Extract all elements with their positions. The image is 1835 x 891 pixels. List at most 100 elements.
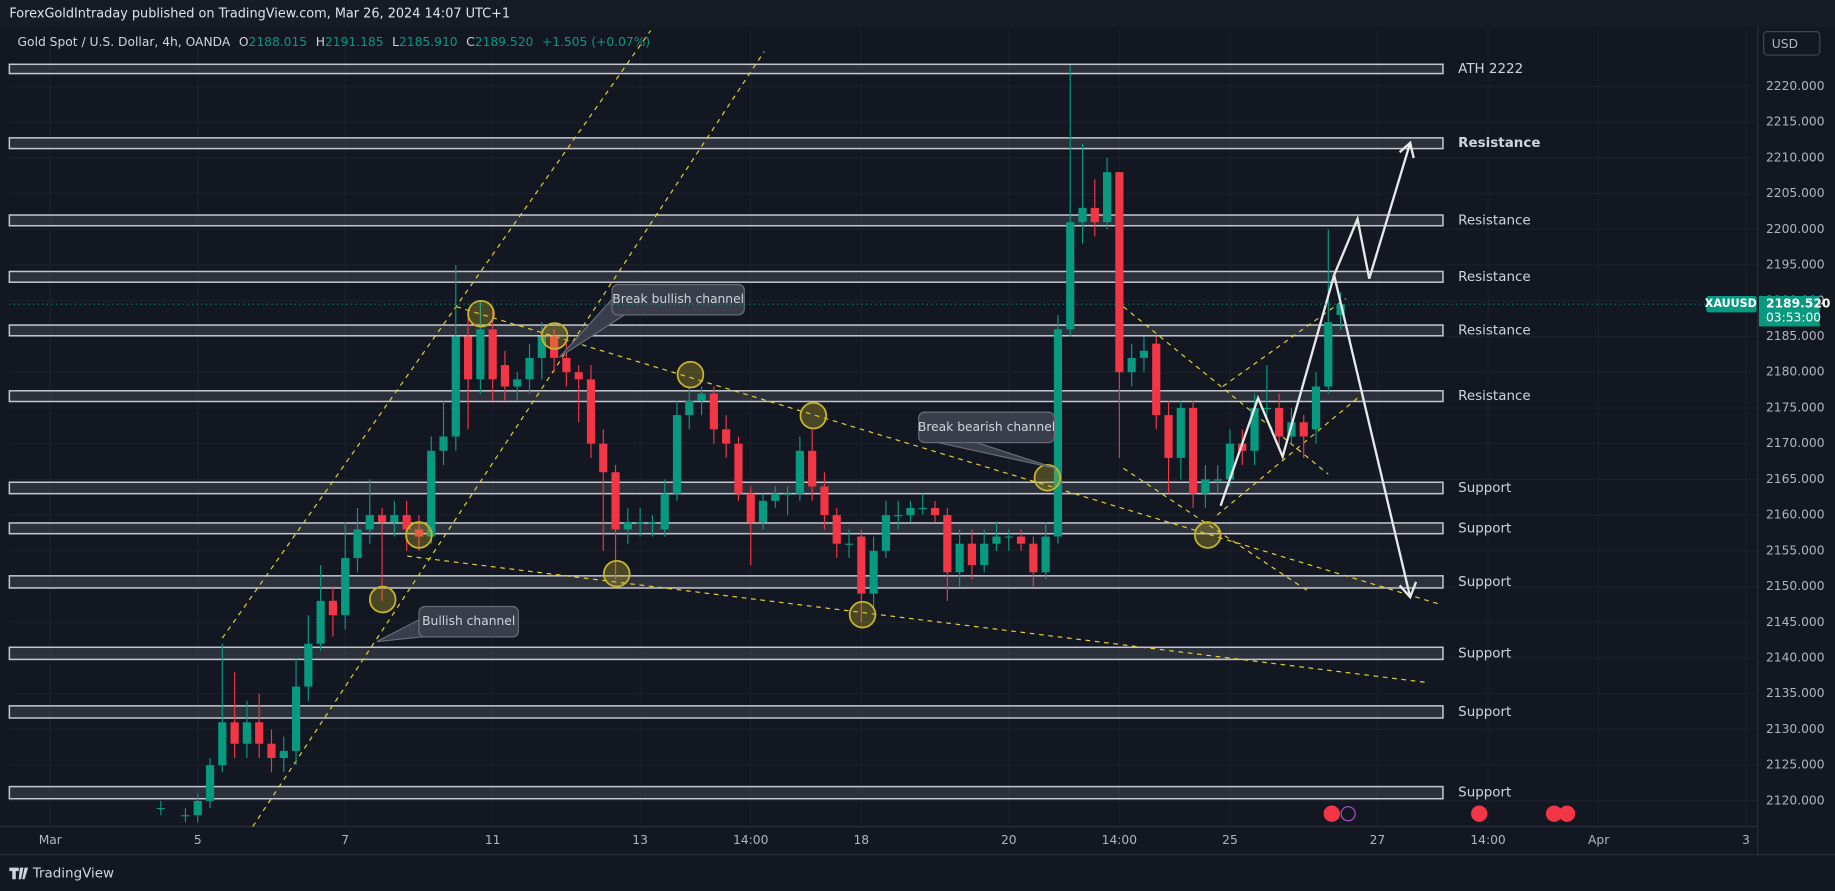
brand-logo (9, 867, 29, 880)
candle-body (1201, 479, 1210, 494)
callout-box (918, 411, 1056, 444)
candle-body (636, 522, 645, 524)
level-label: Resistance (1458, 323, 1530, 338)
symbol-tag (1706, 295, 1757, 313)
event-icons (1323, 805, 1576, 822)
candle-body (291, 686, 301, 751)
x-tick-label: 11 (485, 833, 501, 847)
candle-body (992, 536, 1001, 544)
level-zone (8, 575, 1444, 589)
projection-arrows (1219, 140, 1418, 600)
y-tick-label: 2210.000 (1766, 150, 1825, 164)
candle-body (930, 507, 940, 516)
x-tick-label: 13 (632, 833, 648, 847)
candle-body (1139, 350, 1149, 358)
candle-body (906, 507, 915, 516)
candle-body (525, 357, 534, 380)
y-tick-label: 2150.000 (1766, 579, 1825, 593)
callout-text: Break bullish channel (612, 292, 744, 306)
level-zone (8, 137, 1444, 150)
candle-body (1004, 536, 1013, 538)
legend-value: 2185.910 (399, 35, 458, 49)
y-tick-label: 2135.000 (1766, 686, 1825, 700)
legend-value: 2189.520 (475, 35, 534, 49)
candle-body (513, 379, 522, 387)
candle-body (476, 329, 485, 380)
candle-body (377, 515, 387, 523)
level-zone (8, 481, 1444, 495)
y-tick-label: 2185.000 (1766, 329, 1825, 343)
candle-body (955, 543, 964, 573)
candle-body (537, 336, 546, 358)
level-label: Resistance (1458, 136, 1540, 151)
candle-body (1213, 479, 1222, 481)
candle-body (722, 429, 731, 444)
candle-body (1176, 407, 1185, 458)
level-label: Resistance (1458, 213, 1530, 228)
event-icon (1558, 805, 1576, 822)
channel-line (221, 30, 652, 639)
circle (1033, 463, 1062, 492)
legend-key: C (466, 35, 475, 49)
candle-body (980, 543, 989, 566)
candle-body (156, 808, 165, 810)
candle-body (832, 515, 841, 544)
candle-body (304, 643, 313, 687)
candle-body (783, 493, 792, 495)
candle-body (697, 393, 706, 401)
candle-body (1078, 207, 1087, 223)
y-tick-label: 2165.000 (1766, 472, 1825, 486)
x-tick-label: 18 (854, 833, 870, 847)
candle-body (181, 815, 190, 817)
currency-label[interactable]: USD (1772, 37, 1798, 51)
candle-body (1299, 422, 1308, 437)
header-bar (0, 0, 1835, 27)
candle-body (746, 493, 755, 523)
level-label: Support (1458, 646, 1511, 661)
event-icon (1340, 806, 1356, 822)
candle-body (820, 486, 829, 516)
x-tick-label: 3 (1742, 833, 1750, 847)
x-tick-label: 14:00 (733, 833, 768, 847)
price-tag (1758, 295, 1820, 327)
candle-body (844, 543, 854, 545)
candle-body (500, 365, 510, 387)
y-tick-label: 2120.000 (1766, 793, 1825, 807)
candle-body (267, 743, 276, 759)
candle-body (205, 765, 215, 801)
level-zone (8, 705, 1444, 719)
candle-body (894, 515, 903, 517)
x-tick-label: 25 (1222, 833, 1238, 847)
candle-body (857, 536, 866, 594)
y-tick-label: 2160.000 (1766, 508, 1825, 522)
legend-value: 2188.015 (249, 35, 308, 49)
y-tick-label: 2205.000 (1766, 186, 1825, 200)
legend: Gold Spot / U.S. Dollar, 4h, OANDA O2188… (18, 35, 651, 49)
x-tick-label: 27 (1370, 833, 1386, 847)
candle-body (795, 450, 804, 494)
currency-button[interactable] (1763, 31, 1821, 56)
price-label: 2189.520 (1766, 297, 1830, 311)
candle-body (316, 600, 325, 644)
trend-line (1222, 298, 1347, 387)
candle-body (758, 500, 768, 523)
candle-body (869, 550, 878, 594)
legend-key: L (392, 35, 399, 49)
candle-body (488, 329, 497, 380)
event-icon (1323, 805, 1340, 822)
circle (467, 300, 495, 328)
y-tick-label: 2145.000 (1766, 615, 1825, 629)
candle-body (685, 400, 694, 416)
candle-body (672, 415, 682, 494)
x-tick-label: Mar (39, 833, 63, 847)
x-tick-label: 14:00 (1470, 833, 1505, 847)
candle-body (463, 336, 473, 380)
level-label: Support (1458, 786, 1511, 801)
candle-body (1324, 322, 1333, 387)
trend-line (407, 555, 1428, 684)
candle-body (623, 522, 632, 530)
candle-body (341, 557, 350, 616)
y-tick-label: 2200.000 (1766, 222, 1825, 236)
candle-body (1262, 407, 1271, 410)
